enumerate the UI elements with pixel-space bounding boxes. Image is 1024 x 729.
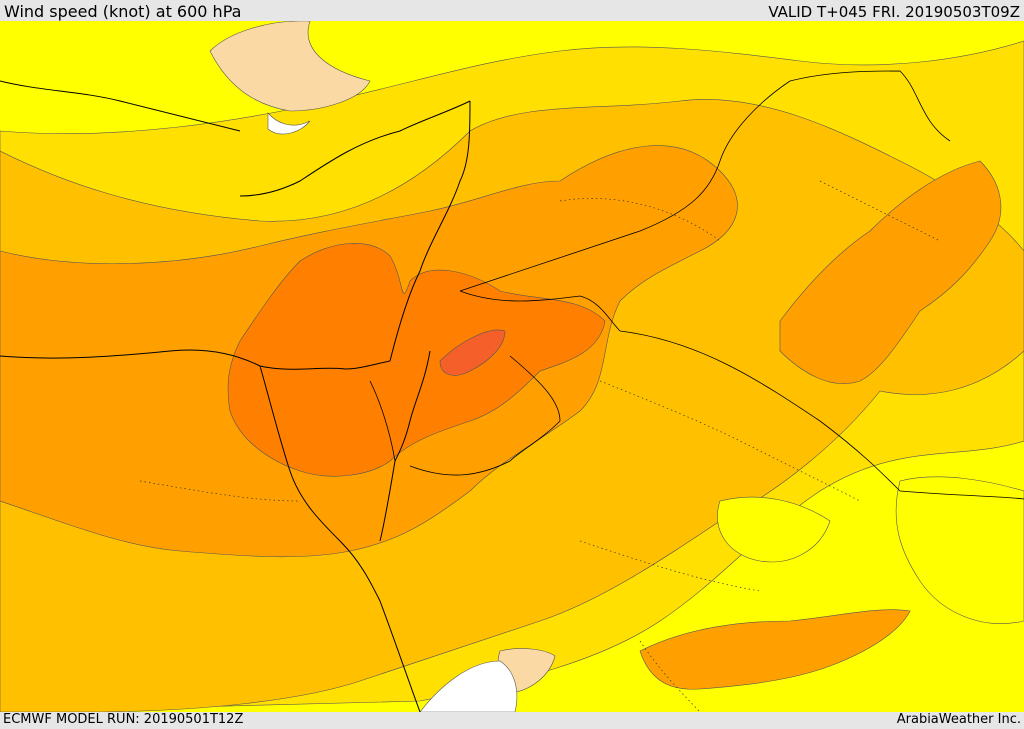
country-borders (369, 70, 1024, 500)
province-boundaries (139, 180, 941, 712)
blank-patch-north (267, 112, 311, 135)
header-bar: Wind speed (knot) at 600 hPa VALID T+045… (0, 0, 1024, 21)
contour-moderate-high-south (639, 609, 911, 690)
contour-light-spot-se (717, 496, 831, 563)
contour-very-light (209, 21, 371, 112)
coastlines (0, 80, 471, 712)
contour-strong (227, 242, 606, 477)
contour-light-spot-east (895, 476, 1024, 624)
model-run-label: ECMWF MODEL RUN: 20190501T12Z (3, 712, 244, 727)
map-title: Wind speed (knot) at 600 hPa (4, 2, 242, 21)
valid-time: VALID T+045 FRI. 20190503T09Z (768, 3, 1020, 21)
contour-very-strong (439, 329, 506, 376)
blank-patch-south (419, 660, 518, 712)
footer-bar: ECMWF MODEL RUN: 20190501T12Z ArabiaWeat… (0, 712, 1024, 729)
wind-speed-map[interactable] (0, 21, 1024, 712)
credit-label: ArabiaWeather Inc. (896, 712, 1021, 727)
contour-moderate-high-east (779, 160, 1002, 384)
